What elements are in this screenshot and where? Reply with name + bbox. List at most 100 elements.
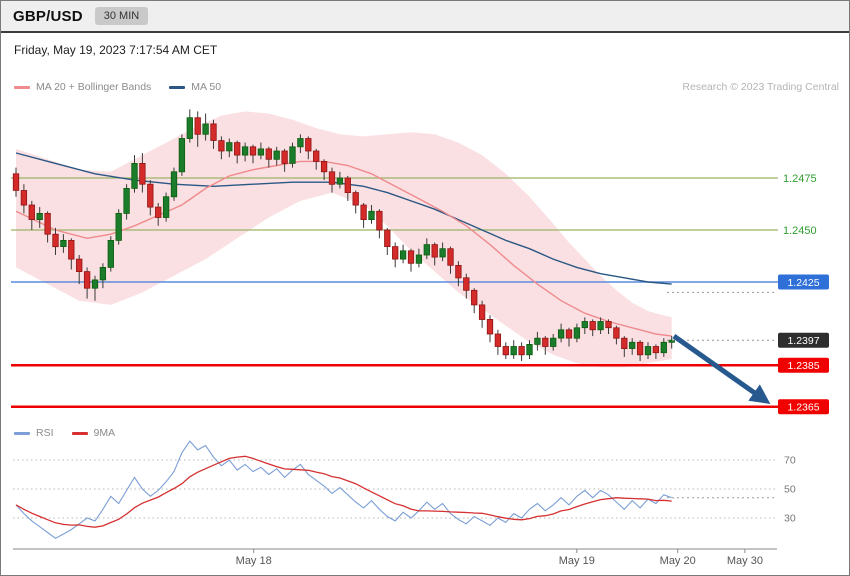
candle <box>399 250 407 260</box>
x-axis-label: May 18 <box>236 555 272 567</box>
candle <box>170 171 178 198</box>
candle <box>305 138 312 152</box>
forecast-arrow <box>672 334 771 405</box>
candle <box>368 210 375 221</box>
candle <box>328 171 336 185</box>
bollinger-band <box>16 111 672 368</box>
candle <box>597 321 604 331</box>
candle <box>139 162 146 185</box>
price-badge-label-1.2385: 1.2385 <box>787 360 819 372</box>
candle <box>99 266 107 281</box>
candle <box>652 346 660 354</box>
candle <box>178 138 186 173</box>
candle <box>115 212 122 241</box>
candle <box>613 327 620 339</box>
candle <box>226 142 233 152</box>
candle <box>162 196 170 218</box>
candle <box>407 250 415 264</box>
candle <box>60 239 67 247</box>
candle <box>384 229 391 248</box>
candle <box>589 321 596 331</box>
candle <box>344 177 351 194</box>
price-badge-label-1.2397: 1.2397 <box>787 335 819 347</box>
instrument-title: GBP/USD <box>13 7 83 25</box>
candle <box>636 341 644 356</box>
chart-datetime: Friday, May 19, 2023 7:17:54 AM CET <box>14 43 218 57</box>
candle <box>194 117 201 135</box>
timeframe-badge[interactable]: 30 MIN <box>94 7 149 25</box>
candle <box>494 333 502 347</box>
candle <box>241 146 249 156</box>
candle <box>289 146 296 164</box>
candle <box>478 304 486 320</box>
candle <box>313 150 320 162</box>
candle <box>281 150 288 164</box>
price-legend: MA 20 + Bollinger Bands MA 50 Research ©… <box>14 81 839 93</box>
candle <box>320 160 328 173</box>
candle <box>392 246 399 260</box>
candle <box>581 321 588 329</box>
price-badge-1.2425 <box>778 274 829 290</box>
price-badge-1.2385 <box>778 357 829 373</box>
candle <box>352 192 359 206</box>
candle <box>565 329 573 339</box>
candle <box>131 162 138 189</box>
ma50-swatch-icon <box>169 85 186 89</box>
price-badge-label-1.2365: 1.2365 <box>787 402 819 414</box>
legend-item-ma20-bollinger: MA 20 + Bollinger Bands <box>14 81 151 93</box>
candle <box>447 248 454 266</box>
legend-label-rsi: RSI <box>36 427 54 439</box>
candle <box>360 204 367 221</box>
candle <box>431 244 438 258</box>
candle <box>297 138 304 148</box>
titlebar: GBP/USD 30 MIN <box>1 1 849 33</box>
candle <box>12 173 20 191</box>
rsi-line <box>15 440 672 539</box>
candle <box>621 337 628 350</box>
price-badge-1.2365 <box>778 399 829 415</box>
candle <box>210 123 217 141</box>
rsi-legend: RSI 9MA <box>14 427 115 439</box>
candle <box>518 346 525 356</box>
candle <box>644 346 652 356</box>
candle <box>660 341 667 354</box>
legend-label-9ma: 9MA <box>93 427 116 439</box>
candle <box>668 339 675 343</box>
candle <box>202 123 209 135</box>
candle <box>542 337 549 347</box>
x-axis-label: May 30 <box>727 555 763 567</box>
candle <box>471 289 478 306</box>
rsi-level-label-30: 30 <box>784 513 796 525</box>
rsi-level-label-70: 70 <box>784 455 796 467</box>
candle <box>44 212 51 235</box>
candle <box>550 337 557 347</box>
ma50-line <box>15 152 672 285</box>
candle <box>155 206 162 218</box>
legend-item-rsi: RSI <box>14 427 54 439</box>
candle <box>20 190 28 206</box>
candle <box>423 244 430 256</box>
candle <box>557 329 565 339</box>
rsi-ma9-line <box>15 455 672 528</box>
candle <box>83 271 91 289</box>
candle <box>605 321 612 329</box>
candle <box>629 341 636 349</box>
legend-item-9ma: 9MA <box>71 427 116 439</box>
candle <box>186 117 193 139</box>
legend-item-ma50: MA 50 <box>169 81 221 93</box>
x-axis-label: May 19 <box>559 555 595 567</box>
candle <box>486 318 494 335</box>
price-badge-label-1.2425: 1.2425 <box>787 277 819 289</box>
candle <box>249 146 257 156</box>
candle <box>28 204 35 221</box>
candle <box>123 187 130 214</box>
ma20-bollinger-swatch-icon <box>14 85 30 89</box>
rsi-9ma-swatch-icon <box>71 431 88 435</box>
candle <box>336 177 344 185</box>
price-label-1.2475: 1.2475 <box>783 173 817 185</box>
legend-label-ma50: MA 50 <box>191 81 222 93</box>
candle <box>534 337 541 345</box>
candle <box>68 239 75 260</box>
